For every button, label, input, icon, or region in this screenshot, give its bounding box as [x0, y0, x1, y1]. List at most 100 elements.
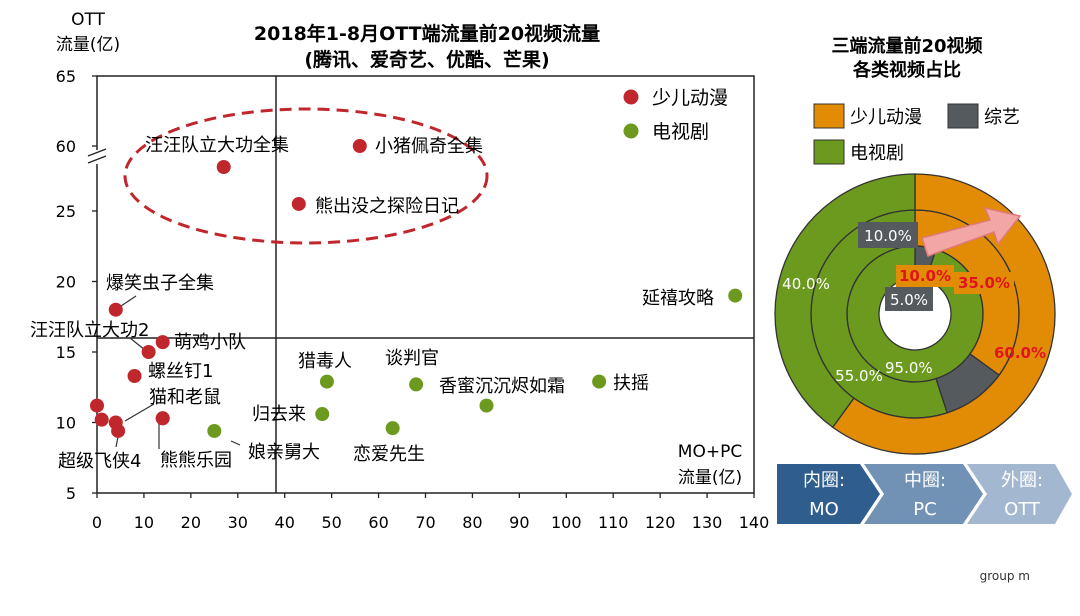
- nested-donut-chart: 三端流量前20视频 各类视频占比 少儿动漫 综艺 电视剧 40.0% 60.0%…: [774, 35, 1072, 524]
- legend-swatch-variety: [947, 103, 979, 129]
- x-tick-label: 130: [692, 513, 723, 532]
- ring-steps: 内圈: MO 中圈: PC 外圈: OTT: [777, 464, 1072, 524]
- highlight-ellipse: [123, 107, 489, 245]
- label-leader-lines: [115, 295, 241, 449]
- step-inner-ring: [777, 464, 880, 524]
- legend-label-variety: 综艺: [984, 107, 1020, 128]
- x-axis-ticks: 0 10 20 30 40 50 60 70 80 90 100 110 120 130 140: [92, 493, 769, 532]
- scatter-point-0-9: [94, 412, 109, 427]
- scatter-point-0-12: [155, 411, 170, 426]
- leader-line-0-11: [115, 436, 119, 448]
- point-label-1-5: 归去来: [252, 404, 306, 425]
- point-label-0-4: 萌鸡小队: [174, 332, 246, 353]
- x-tick-label: 60: [368, 513, 388, 532]
- y-tick-label: 5: [66, 484, 76, 503]
- x-tick-label: 140: [739, 513, 770, 532]
- legend-swatch-tv-drama: [813, 139, 845, 165]
- point-label-1-7: 娘亲舅大: [248, 442, 320, 463]
- y-axis-break-icon: [87, 148, 110, 164]
- y-tick-label: 15: [56, 343, 76, 362]
- leader-line-1-7: [230, 440, 241, 446]
- step-outer-ring: [967, 464, 1072, 524]
- x-tick-label: 110: [598, 513, 629, 532]
- legend-label-tv-drama: 电视剧: [652, 121, 709, 143]
- point-label-0-0: 汪汪队立大功全集: [145, 135, 289, 156]
- outer-ring-label-tv-drama: 40.0%: [782, 275, 830, 293]
- legend-swatch-animation: [813, 103, 845, 129]
- y-tick-label: 10: [56, 414, 76, 433]
- chart-subtitle: (腾讯、爱奇艺、优酷、芒果): [304, 48, 549, 71]
- x-tick-label: 40: [275, 513, 295, 532]
- scatter-point-0-3: [108, 302, 123, 317]
- x-tick-label: 10: [134, 513, 154, 532]
- step-outer-top: 外圈:: [1001, 470, 1043, 491]
- point-label-0-2: 熊出没之探险日记: [315, 196, 459, 217]
- legend-label-animation: 少儿动漫: [652, 87, 728, 109]
- x-axis-label-line2: 流量(亿): [678, 468, 742, 488]
- inner-ring-label-variety: 5.0%: [890, 291, 928, 309]
- scatter-point-0-5: [141, 345, 156, 359]
- scatter-point-0-4: [155, 335, 170, 350]
- legend-label-animation: 少儿动漫: [850, 107, 922, 128]
- point-label-0-7: 猫和老鼠: [149, 387, 221, 408]
- scatter-point-0-6: [127, 368, 142, 383]
- donut-legend: 少儿动漫 综艺 电视剧: [813, 103, 1020, 165]
- y-axis-label-line2: 流量(亿): [56, 35, 120, 55]
- scatter-point-1-3: [479, 398, 494, 413]
- point-label-1-0: 延禧攻略: [642, 288, 714, 309]
- legend-label-tv-drama: 电视剧: [850, 143, 904, 164]
- scatter-point-0-2: [291, 196, 306, 211]
- scatter-point-0-8: [90, 398, 104, 413]
- step-middle-ring: [864, 464, 983, 524]
- brand-logo: group m: [980, 569, 1030, 583]
- x-tick-label: 100: [551, 513, 582, 532]
- donut-title-line1: 三端流量前20视频: [831, 35, 982, 57]
- x-tick-label: 0: [92, 513, 102, 532]
- scatter-legend: 少儿动漫 电视剧: [623, 87, 728, 143]
- y-axis-ticks: 5 10 15 20 25 60 65: [56, 67, 97, 503]
- point-label-0-5: 汪汪队立大功2: [30, 320, 149, 341]
- point-label-0-1: 小猪佩奇全集: [375, 136, 483, 157]
- middle-ring-label-box-animation: [954, 272, 1014, 294]
- step-inner-bottom: MO: [809, 499, 839, 520]
- arrow-icon: [921, 206, 1022, 257]
- step-middle-bottom: PC: [913, 499, 936, 520]
- y-tick-label: 60: [56, 137, 76, 156]
- y-tick-label: 25: [56, 202, 76, 221]
- point-label-1-2: 谈判官: [385, 348, 439, 369]
- legend-marker-tv-drama: [623, 123, 639, 139]
- x-tick-label: 50: [321, 513, 341, 532]
- point-label-1-1: 猎毒人: [298, 351, 352, 372]
- x-tick-label: 30: [228, 513, 248, 532]
- leader-line-0-5: [129, 337, 146, 351]
- point-label-0-12: 熊熊乐园: [160, 450, 232, 471]
- x-axis-label-line1: MO+PC: [678, 442, 742, 462]
- point-label-0-11: 超级飞侠4: [58, 451, 141, 472]
- point-label-0-6: 螺丝钉1: [148, 361, 213, 382]
- scatter-point-1-0: [728, 288, 743, 303]
- scatter-point-1-7: [207, 423, 222, 438]
- inner-ring-label-clip: 95.0%: [885, 359, 933, 377]
- point-label-1-3: 香蜜沉沉烬如霜: [439, 376, 565, 397]
- x-tick-label: 70: [415, 513, 435, 532]
- inner-ring-label-tv-drama: 95.0%: [885, 359, 933, 377]
- donut-rings: [774, 173, 1056, 455]
- scatter-point-1-4: [592, 374, 607, 389]
- point-label-1-6: 恋爱先生: [353, 443, 425, 465]
- red-label-box: [896, 265, 954, 287]
- x-tick-label: 20: [181, 513, 201, 532]
- donut-title-line2: 各类视频占比: [852, 59, 961, 81]
- point-label-0-3: 爆笑虫子全集: [106, 273, 214, 294]
- step-outer-bottom: OTT: [1004, 499, 1041, 520]
- scatter-point-0-11: [111, 423, 126, 438]
- step-middle-top: 中圈:: [904, 470, 946, 491]
- x-tick-label: 80: [462, 513, 482, 532]
- red-label: 10.0%: [899, 267, 951, 285]
- x-tick-label: 90: [509, 513, 529, 532]
- donut-slice-2-0: [831, 173, 1056, 455]
- middle-ring-label-animation: 35.0%: [958, 274, 1010, 292]
- scatter-point-0-0: [216, 160, 231, 174]
- y-tick-label: 65: [56, 67, 76, 86]
